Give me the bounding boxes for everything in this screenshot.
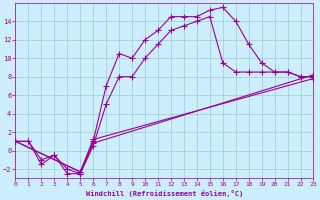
X-axis label: Windchill (Refroidissement éolien,°C): Windchill (Refroidissement éolien,°C) xyxy=(86,190,243,197)
